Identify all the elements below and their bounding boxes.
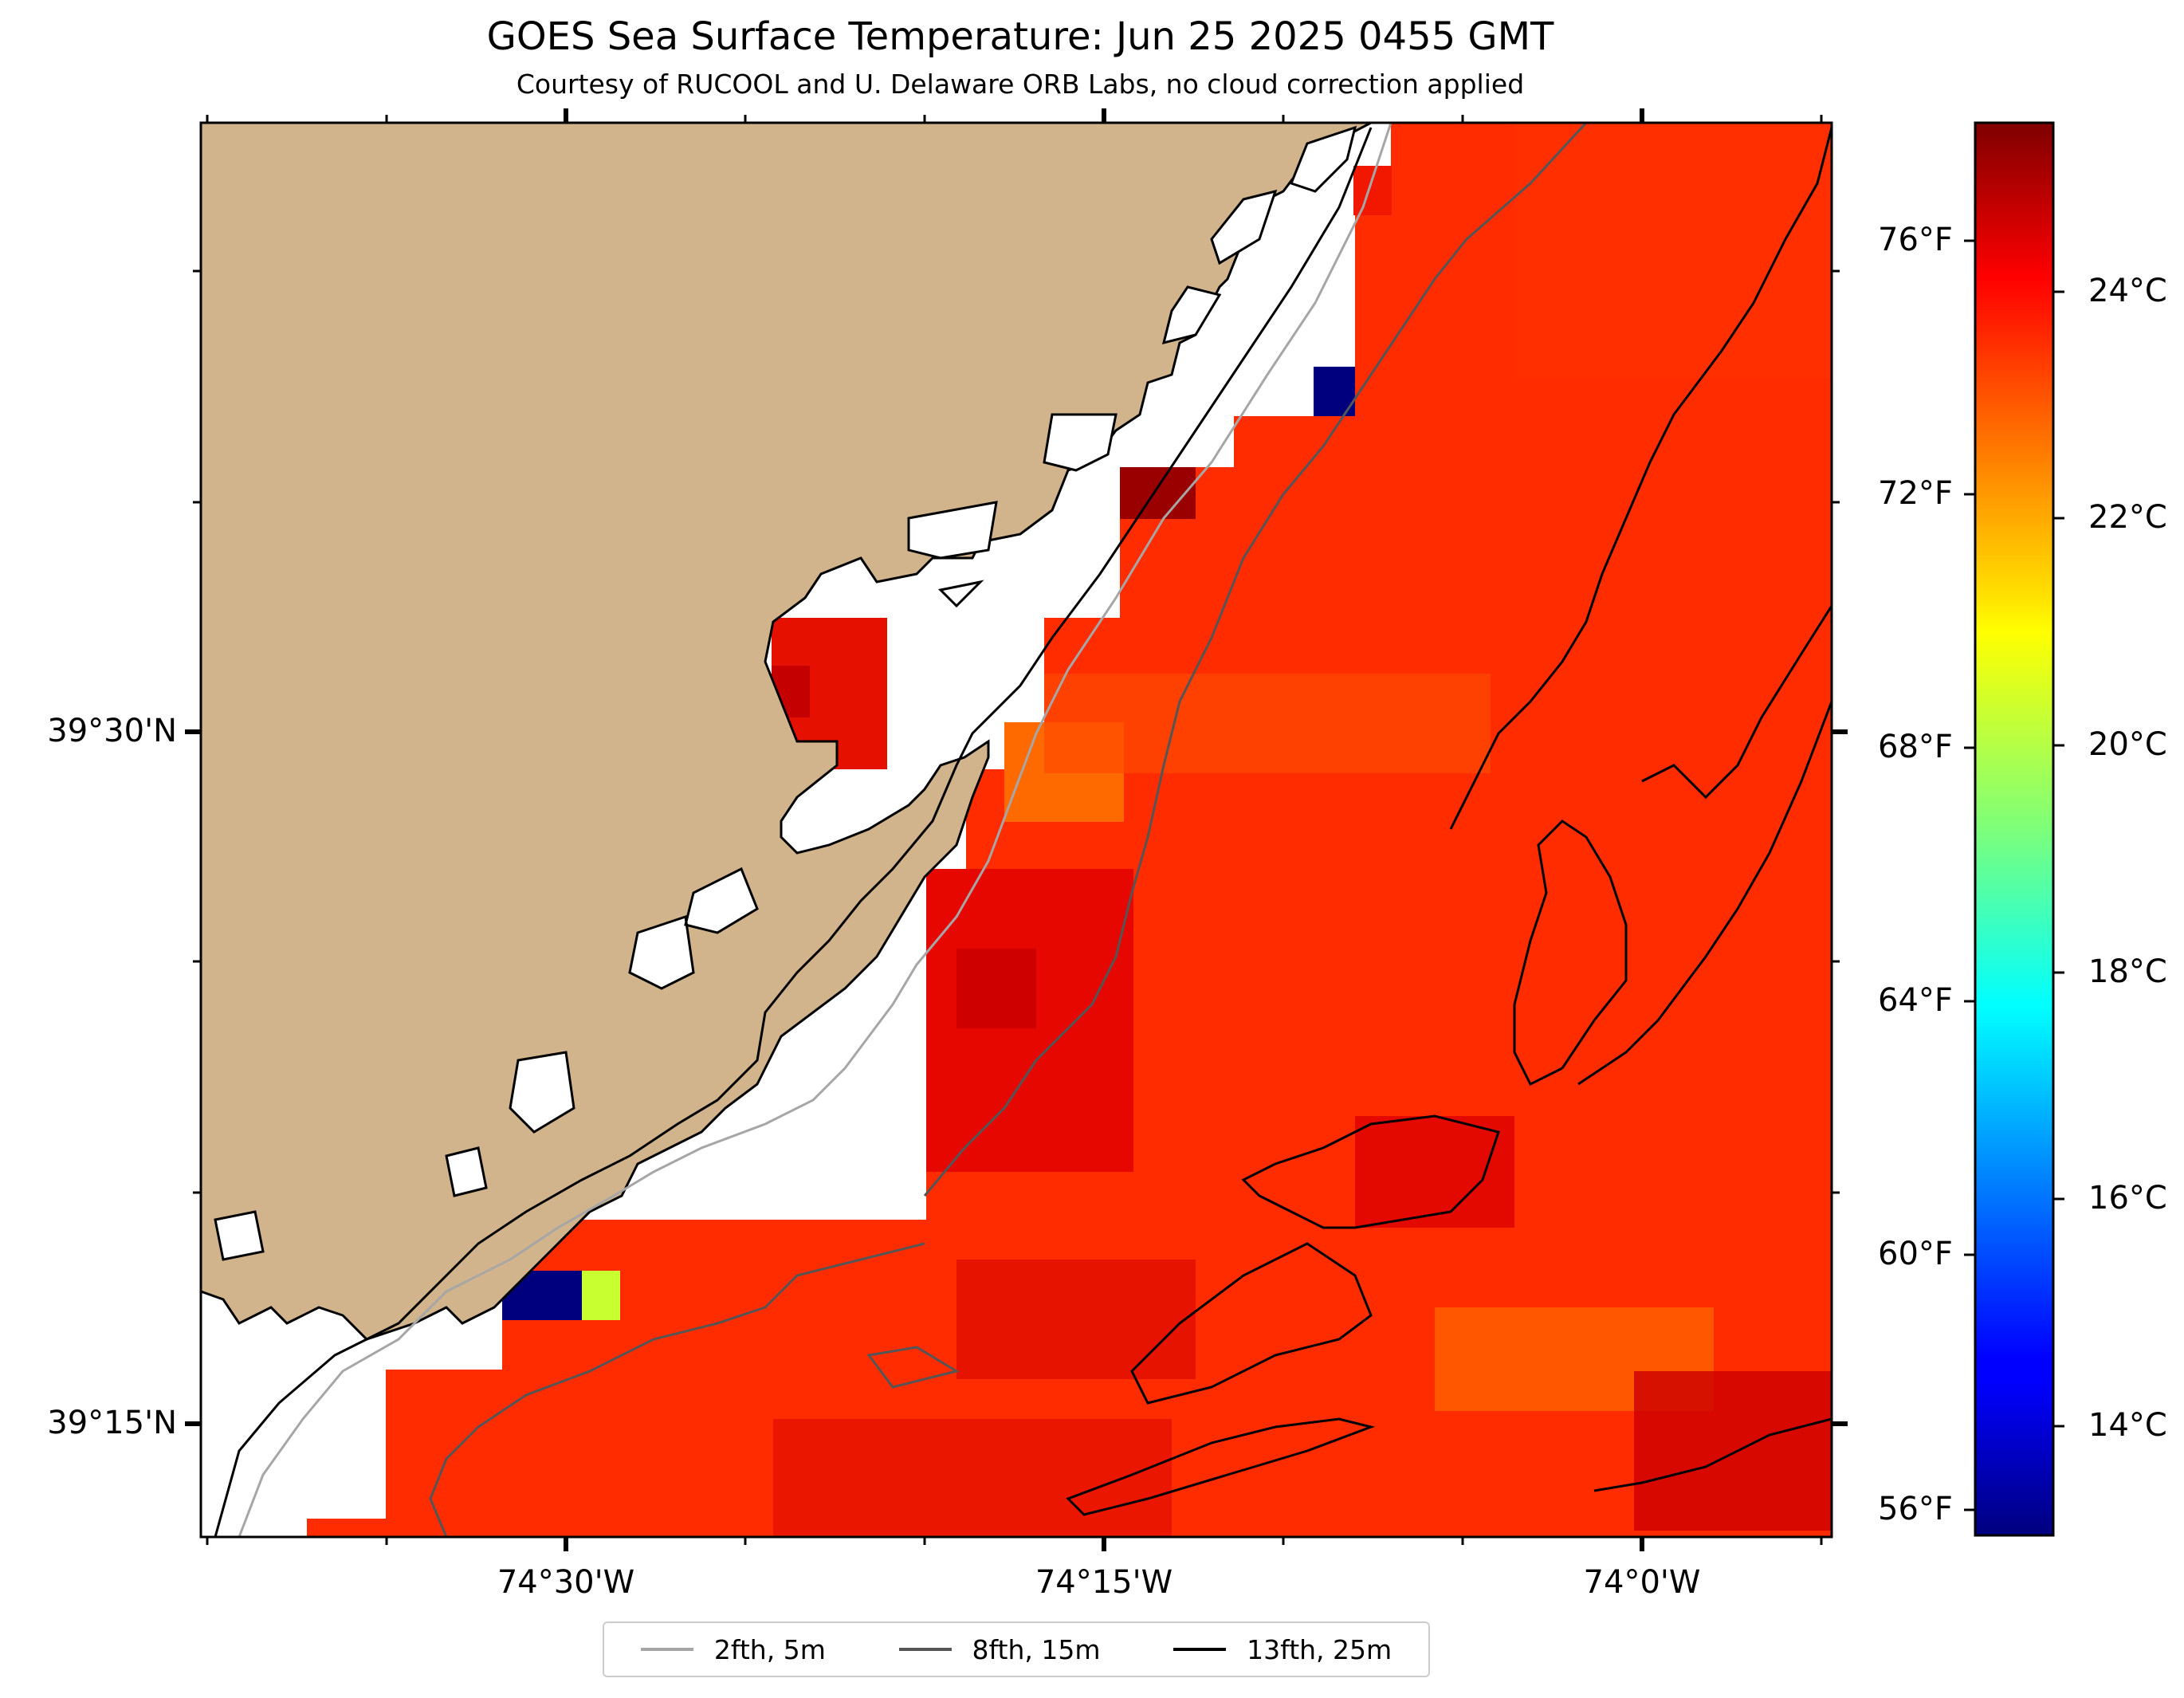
colorbar-f-label: 56°F [1878,1491,1953,1527]
sst-warm-patch [1634,1371,1832,1531]
legend-label: 8fth, 15m [972,1633,1101,1665]
legend-line-icon [898,1648,952,1651]
lat-ticks [185,269,1848,1426]
legend-item-13fth: 13fth, 25m [1173,1634,1392,1665]
legend-item-2fth: 2fth, 5m [640,1633,826,1665]
legend-item-8fth: 8fth, 15m [898,1633,1101,1665]
isobath-legend: 2fth, 5m 8fth, 15m 13fth, 25m [603,1621,1430,1677]
isobath-2fth [238,123,1392,1537]
lon-label: 74°15'W [1035,1564,1173,1601]
colorbar-f-label: 60°F [1878,1236,1953,1272]
colorbar-f-label: 68°F [1878,729,1953,765]
legend-line-icon [640,1648,693,1651]
legend-label: 13fth, 25m [1247,1633,1392,1665]
colorbar-c-label: 22°C [2088,499,2167,536]
sst-cell [1353,166,1392,215]
lat-label: 39°15'N [47,1405,177,1441]
map-subtitle: Courtesy of RUCOOL and U. Delaware ORB L… [516,69,1525,100]
lon-label: 74°0'W [1583,1564,1701,1601]
colorbar-f-label: 64°F [1878,982,1953,1019]
colorbar-c-label: 18°C [2088,953,2167,990]
legend-label: 2fth, 5m [713,1633,826,1665]
isobath-8fth [429,123,1588,1537]
sst-cell [1120,467,1196,519]
lat-label: 39°30'N [47,713,177,749]
colorbar-c-label: 16°C [2088,1180,2167,1217]
colorbar-f-label: 72°F [1878,475,1953,512]
sst-warm-patch [956,1260,1196,1379]
sst-cell-cool [582,1271,620,1320]
sst-warm-patch [1044,674,1491,773]
legend-line-icon [1173,1648,1227,1651]
lon-label: 74°30'W [497,1564,635,1601]
colorbar-c-label: 14°C [2088,1407,2167,1444]
colorbar-c-label: 24°C [2088,273,2167,309]
sst-warm-patch [773,1419,1172,1537]
lon-ticks [206,108,1823,1551]
colorbar [1974,121,2055,1537]
isobath-13fth [1066,127,1832,1516]
map-title: GOES Sea Surface Temperature: Jun 25 202… [486,14,1554,59]
colorbar-ticks [1964,239,2064,1511]
colorbar-c-label: 20°C [2088,726,2167,763]
sst-warm-patch [956,949,1036,1028]
bay-water [214,125,1357,1261]
sst-warm-patch [1514,124,1832,379]
sst-warm-patch [1355,1116,1514,1228]
barrier-coast [214,127,1373,1537]
colorbar-f-label: 76°F [1878,222,1953,258]
map-frame [199,121,1833,1539]
